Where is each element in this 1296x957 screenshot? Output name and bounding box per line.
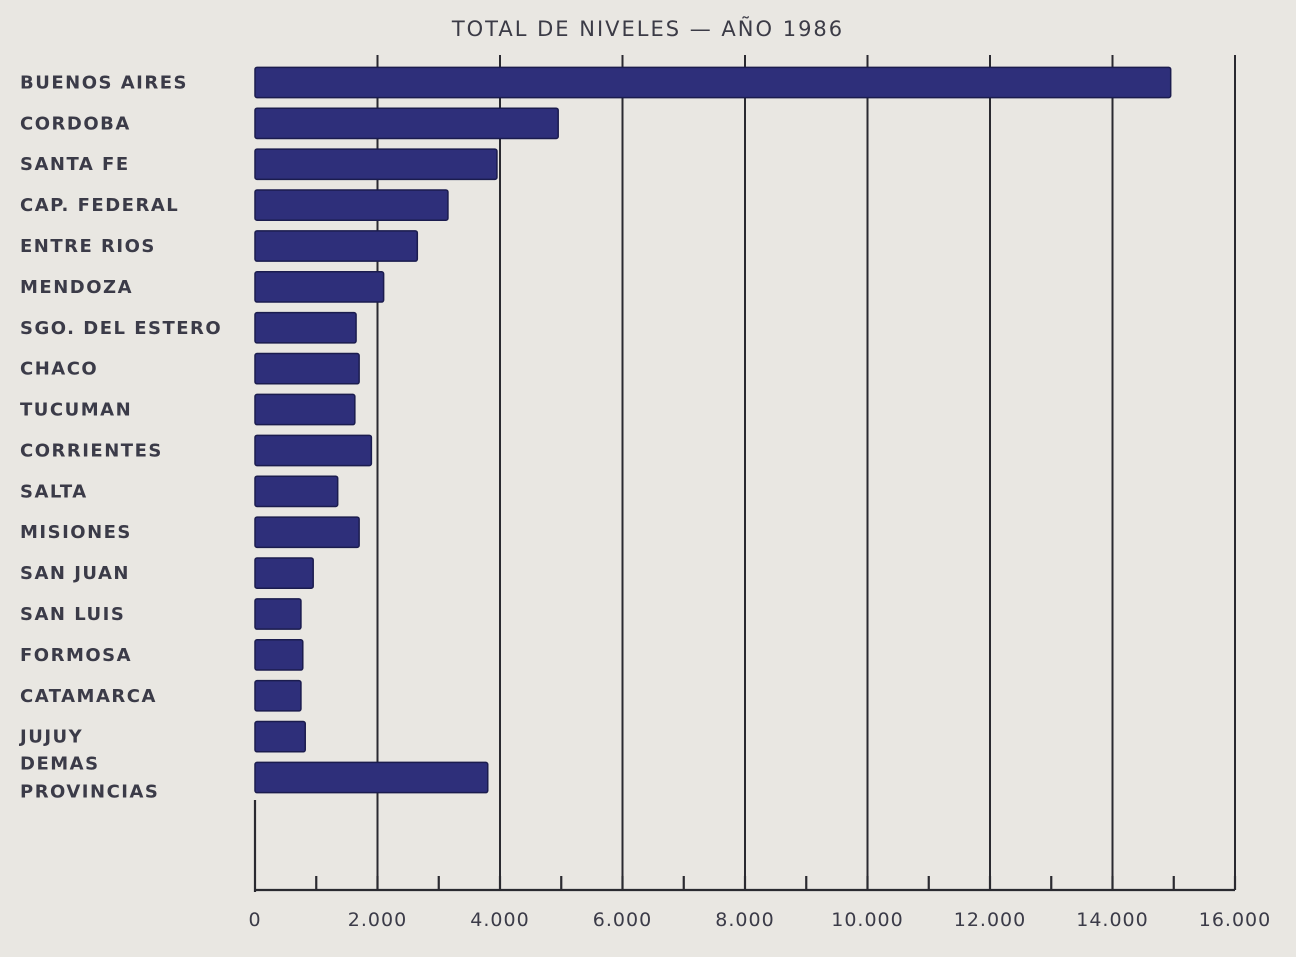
bar-san-juan [254, 557, 314, 589]
bar-santa-fe [254, 148, 498, 181]
category-label: SALTA [20, 481, 88, 502]
bar-chaco [254, 352, 360, 385]
x-axis: 0 2.000 4.000 6.000 8.000 10.000 12.000 14.000 1… [248, 800, 1271, 931]
category-label: MENDOZA [20, 277, 133, 298]
bar-sgo-del-estero [254, 311, 357, 344]
grid-lines [376, 55, 1236, 890]
bar-salta [254, 475, 339, 508]
bar-catamarca [254, 679, 302, 712]
x-tick-label: 6.000 [593, 909, 652, 931]
bar-mendoza [254, 271, 385, 303]
bars [254, 66, 1172, 794]
category-label: DEMAS PROVINCIAS [20, 754, 159, 803]
category-label: CATAMARCA [20, 686, 157, 707]
x-tick-label: 0 [248, 909, 261, 931]
category-label: CORDOBA [20, 113, 131, 134]
x-tick-label: 12.000 [954, 909, 1026, 931]
category-label: BUENOS AIRES [20, 72, 188, 93]
x-tick-label: 14.000 [1076, 909, 1148, 931]
category-label: JUJUY [18, 727, 83, 748]
bar-cordoba [254, 107, 559, 140]
bar-jujuy [254, 720, 306, 753]
category-label: FORMOSA [20, 645, 132, 666]
category-label: CORRIENTES [20, 440, 163, 461]
bar-san-luis [254, 598, 302, 630]
category-label: SGO. DEL ESTERO [20, 318, 222, 339]
category-label: SANTA FE [20, 154, 130, 175]
x-tick-label: 2.000 [348, 909, 407, 931]
category-labels: BUENOS AIRES CORDOBA SANTA FE CAP. FEDERAL E… [18, 72, 222, 803]
bar-cap-federal [254, 189, 449, 221]
category-label: CAP. FEDERAL [20, 195, 179, 216]
bar-demas-provincias [254, 761, 489, 794]
bar-misiones [254, 516, 360, 549]
bar-buenos-aires [254, 66, 1172, 99]
category-label: MISIONES [20, 522, 132, 543]
bar-tucuman [254, 393, 356, 426]
x-tick-label: 8.000 [715, 909, 774, 931]
category-label: SAN JUAN [20, 563, 130, 584]
bar-entre-rios [254, 230, 419, 262]
x-tick-label: 10.000 [831, 909, 903, 931]
category-label: ENTRE RIOS [20, 236, 156, 257]
chart-title: TOTAL DE NIVELES — AÑO 1986 [451, 15, 844, 41]
category-label: SAN LUIS [20, 604, 125, 625]
x-tick-label: 4.000 [470, 909, 529, 931]
bar-corrientes [254, 434, 373, 467]
x-tick-label: 16.000 [1199, 909, 1271, 931]
category-label: CHACO [20, 359, 98, 380]
category-label: TUCUMAN [20, 400, 132, 421]
bar-formosa [254, 639, 304, 671]
